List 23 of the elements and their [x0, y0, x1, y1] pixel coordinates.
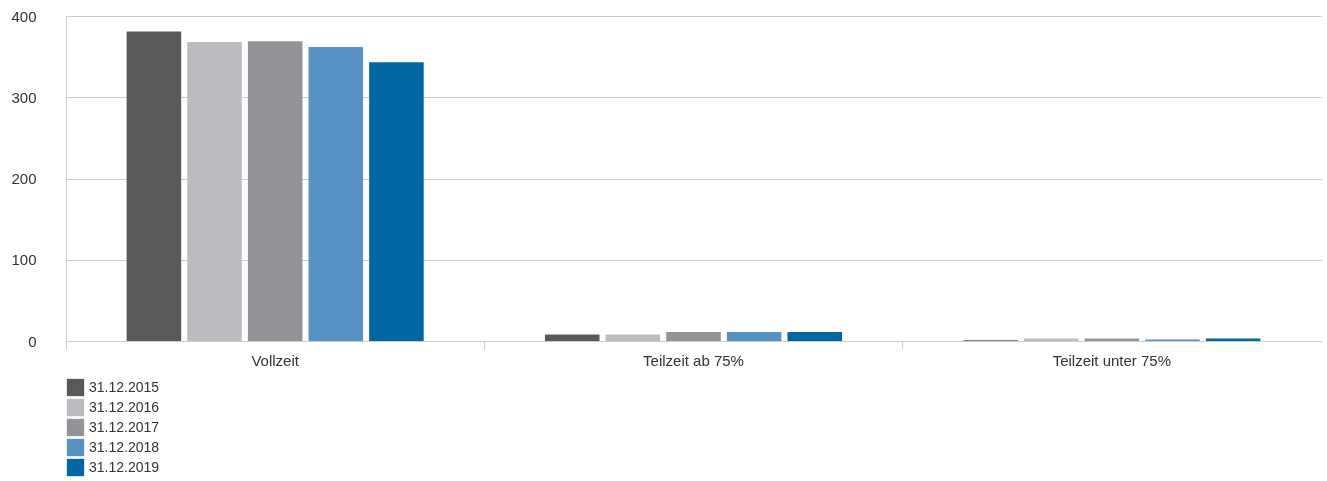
bar — [787, 332, 843, 341]
y-tick-label: 200 — [11, 170, 37, 187]
bar — [605, 334, 661, 341]
legend-label: 31.12.2015 — [89, 378, 160, 395]
x-tick-label: Vollzeit — [251, 351, 300, 369]
y-tick-label: 400 — [11, 7, 37, 25]
x-tick-label: Teilzeit unter 75% — [1052, 351, 1172, 369]
x-tick-label: Teilzeit ab 75% — [643, 351, 744, 369]
bar — [666, 332, 721, 341]
bar — [126, 31, 182, 341]
y-tick-label: 300 — [11, 88, 37, 106]
y-tick-label: 0 — [28, 332, 37, 350]
y-tick-label: 100 — [11, 251, 37, 269]
bar — [726, 332, 782, 341]
bar — [187, 42, 242, 341]
bar — [544, 334, 600, 341]
bar — [369, 62, 424, 341]
legend-label: 31.12.2019 — [89, 458, 160, 475]
bar — [308, 46, 364, 341]
bar — [247, 41, 303, 341]
legend-label: 31.12.2017 — [89, 418, 160, 435]
legend-label: 31.12.2018 — [89, 438, 160, 455]
legend-label: 31.12.2016 — [89, 398, 160, 415]
